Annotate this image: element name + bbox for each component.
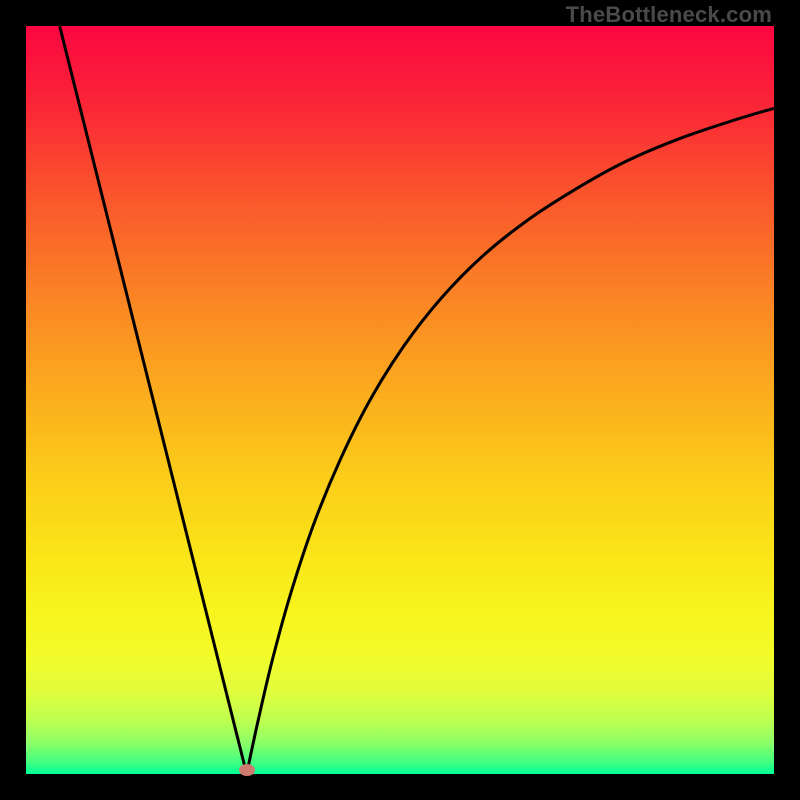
chart-container: TheBottleneck.com [0,0,800,800]
curve-layer [26,26,774,774]
bottleneck-curve [60,26,774,774]
optimal-point-marker [239,764,255,776]
plot-area [26,26,774,774]
watermark-text: TheBottleneck.com [566,2,772,28]
